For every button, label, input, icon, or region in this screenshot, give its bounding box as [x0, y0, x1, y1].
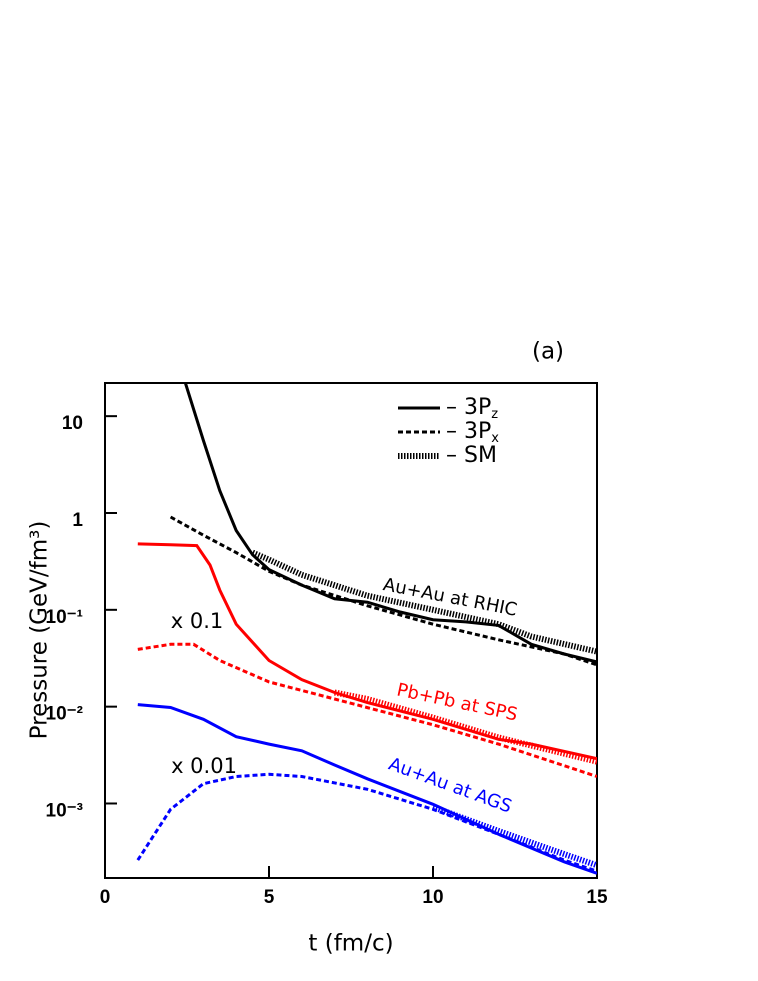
legend-text: – SM — [446, 443, 497, 468]
legend-label: – 3Px — [446, 419, 499, 446]
plot-frame — [104, 382, 598, 879]
series-line — [169, 515, 597, 667]
series-line — [183, 383, 597, 664]
panel-label: (a) — [532, 339, 564, 365]
x-tick-label: 0 — [100, 887, 111, 908]
annotation: Au+Au at AGS — [386, 754, 515, 818]
series-line — [334, 689, 597, 765]
y-tick-label: 10 — [62, 413, 83, 434]
legend-text: – 3P — [446, 419, 491, 444]
series-line — [251, 549, 597, 655]
series-line — [136, 772, 597, 873]
x-tick-label: 15 — [586, 887, 608, 908]
x-tick-label: 5 — [264, 887, 275, 908]
legend-text: – 3P — [446, 395, 491, 420]
series-line — [431, 804, 597, 869]
y-tick-label: 10⁻² — [46, 704, 84, 725]
legend-subscript: z — [491, 407, 498, 422]
x-axis-label: t (fm/c) — [308, 931, 393, 957]
y-axis-label: Pressure (GeV/fm³) — [27, 521, 53, 740]
legend-subscript: x — [491, 431, 499, 446]
legend-label: – SM — [446, 443, 497, 468]
series-line — [137, 642, 597, 778]
annotation: x 0.01 — [171, 754, 237, 778]
y-tick-label: 1 — [72, 510, 83, 531]
x-tick-label: 10 — [422, 887, 443, 908]
series-line — [137, 542, 597, 761]
y-tick-label: 10⁻³ — [46, 800, 84, 821]
annotation: x 0.1 — [171, 609, 224, 633]
y-tick-label: 10⁻¹ — [46, 607, 84, 628]
legend-label: – 3Pz — [446, 395, 498, 422]
